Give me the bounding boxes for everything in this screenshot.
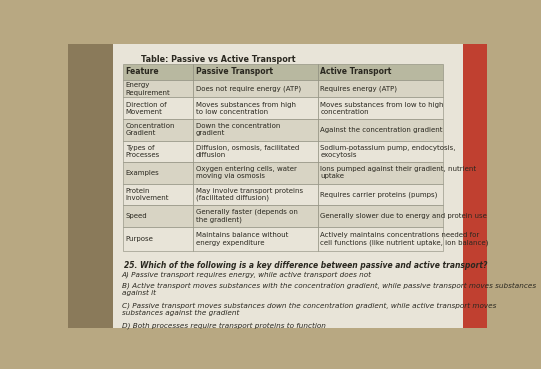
Bar [463,44,487,328]
Bar [318,227,443,251]
Text: Examples: Examples [126,170,160,176]
Bar [123,141,193,162]
Text: Direction of
Movement: Direction of Movement [126,101,167,115]
Text: Protein
Involvement: Protein Involvement [126,188,169,201]
Bar [318,97,443,119]
Text: B) Active transport moves substances with the concentration gradient, while pass: B) Active transport moves substances wit… [122,282,536,296]
Bar [318,141,443,162]
Text: Requires carrier proteins (pumps): Requires carrier proteins (pumps) [320,191,438,198]
Text: A) Passive transport requires energy, while active transport does not: A) Passive transport requires energy, wh… [122,272,372,278]
Bar [318,63,443,80]
Bar [113,44,463,328]
Bar [123,119,193,141]
Text: Energy
Requirement: Energy Requirement [126,82,170,96]
Text: C) Passive transport moves substances down the concentration gradient, while act: C) Passive transport moves substances do… [122,302,496,317]
Text: Oxygen entering cells, water
moving via osmosis: Oxygen entering cells, water moving via … [195,166,296,179]
Bar [68,44,113,328]
Bar [193,227,318,251]
Text: Active Transport: Active Transport [320,68,392,76]
Bar [318,184,443,205]
Bar [193,141,318,162]
Bar [193,80,318,97]
Text: Diffusion, osmosis, facilitated
diffusion: Diffusion, osmosis, facilitated diffusio… [195,145,299,158]
Text: Types of
Processes: Types of Processes [126,145,160,158]
Text: Moves substances from high
to low concentration: Moves substances from high to low concen… [195,101,295,115]
Text: Does not require energy (ATP): Does not require energy (ATP) [195,86,301,92]
Text: 25. Which of the following is a key difference between passive and active transp: 25. Which of the following is a key diff… [124,261,487,270]
Bar [123,80,193,97]
Bar [123,97,193,119]
Text: Generally faster (depends on
the gradient): Generally faster (depends on the gradien… [195,209,298,223]
Text: Actively maintains concentrations needed for
cell functions (like nutrient uptak: Actively maintains concentrations needed… [320,232,489,246]
Text: Generally slower due to energy and protein use: Generally slower due to energy and prote… [320,213,487,219]
Text: Purpose: Purpose [126,236,154,242]
Bar [193,184,318,205]
Text: Sodium-potassium pump, endocytosis,
exocytosis: Sodium-potassium pump, endocytosis, exoc… [320,145,456,158]
Text: May involve transport proteins
(facilitated diffusion): May involve transport proteins (facilita… [195,187,302,201]
Text: D) Both processes require transport proteins to function: D) Both processes require transport prot… [122,322,326,329]
Text: Feature: Feature [126,68,160,76]
Bar [193,97,318,119]
Bar [123,63,193,80]
Bar [193,119,318,141]
Text: Against the concentration gradient: Against the concentration gradient [320,127,443,133]
Bar [123,227,193,251]
Bar [123,184,193,205]
Bar [193,205,318,227]
Bar [318,119,443,141]
Bar [318,205,443,227]
Text: Maintains balance without
energy expenditure: Maintains balance without energy expendi… [195,232,288,246]
Bar [193,63,318,80]
Bar [318,80,443,97]
Text: Down the concentration
gradient: Down the concentration gradient [195,123,280,137]
Text: Ions pumped against their gradient, nutrient
uptake: Ions pumped against their gradient, nutr… [320,166,477,179]
Bar [123,205,193,227]
Text: Speed: Speed [126,213,147,219]
Bar [318,162,443,184]
Bar [123,162,193,184]
Text: Requires energy (ATP): Requires energy (ATP) [320,86,397,92]
Text: Passive Transport: Passive Transport [195,68,273,76]
Bar [193,162,318,184]
Text: Concentration
Gradient: Concentration Gradient [126,123,175,137]
Text: Table: Passive vs Active Transport: Table: Passive vs Active Transport [141,55,296,64]
Text: Moves substances from low to high
concentration: Moves substances from low to high concen… [320,101,444,115]
